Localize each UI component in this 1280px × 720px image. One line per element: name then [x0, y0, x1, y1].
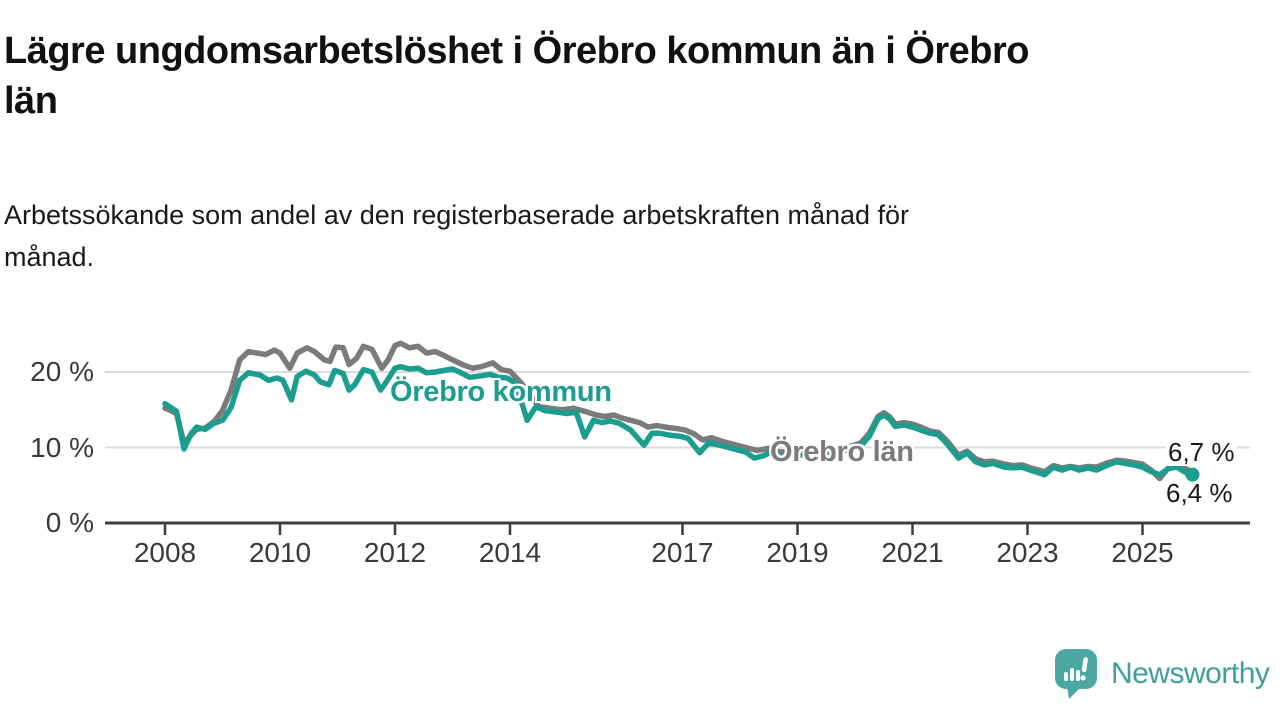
y-tick-label: 0 %	[45, 507, 94, 538]
series-line-kommun	[162, 363, 1196, 478]
newsworthy-bubble-icon	[1055, 649, 1097, 699]
x-axis	[105, 521, 1250, 535]
series-label-orebro-kommun: Örebro kommun	[390, 376, 612, 408]
newsworthy-wordmark: Newsworthy	[1111, 657, 1270, 690]
chart-series	[162, 340, 1200, 482]
page-subtitle: Arbetssökande som andel av den registerb…	[4, 200, 910, 272]
newsworthy-logo: Newsworthy	[1055, 649, 1270, 699]
x-tick-label: 2012	[363, 537, 427, 568]
x-tick-label: 2021	[881, 537, 944, 568]
series-end-dot	[1185, 467, 1200, 482]
y-tick-label: 10 %	[30, 431, 94, 463]
x-tick-label: 2008	[133, 537, 197, 568]
end-value-label-lan: 6,7 %	[1166, 437, 1237, 467]
end-value-label-kommun: 6,4 %	[1166, 478, 1233, 508]
series-line-lan	[162, 340, 1196, 482]
x-tick-label: 2017	[651, 537, 714, 568]
x-tick-label: 2023	[996, 537, 1059, 568]
x-tick-label: 2025	[1111, 537, 1174, 568]
y-tick-label: 20 %	[30, 356, 94, 387]
series-label-orebro-lan: Örebro län	[770, 436, 914, 468]
gridlines	[105, 371, 1250, 449]
page-title: Lägre ungdomsarbetslöshet i Örebro kommu…	[4, 30, 1030, 122]
x-tick-label: 2010	[248, 537, 312, 568]
x-tick-label: 2014	[478, 537, 542, 568]
x-tick-label: 2019	[766, 537, 829, 568]
